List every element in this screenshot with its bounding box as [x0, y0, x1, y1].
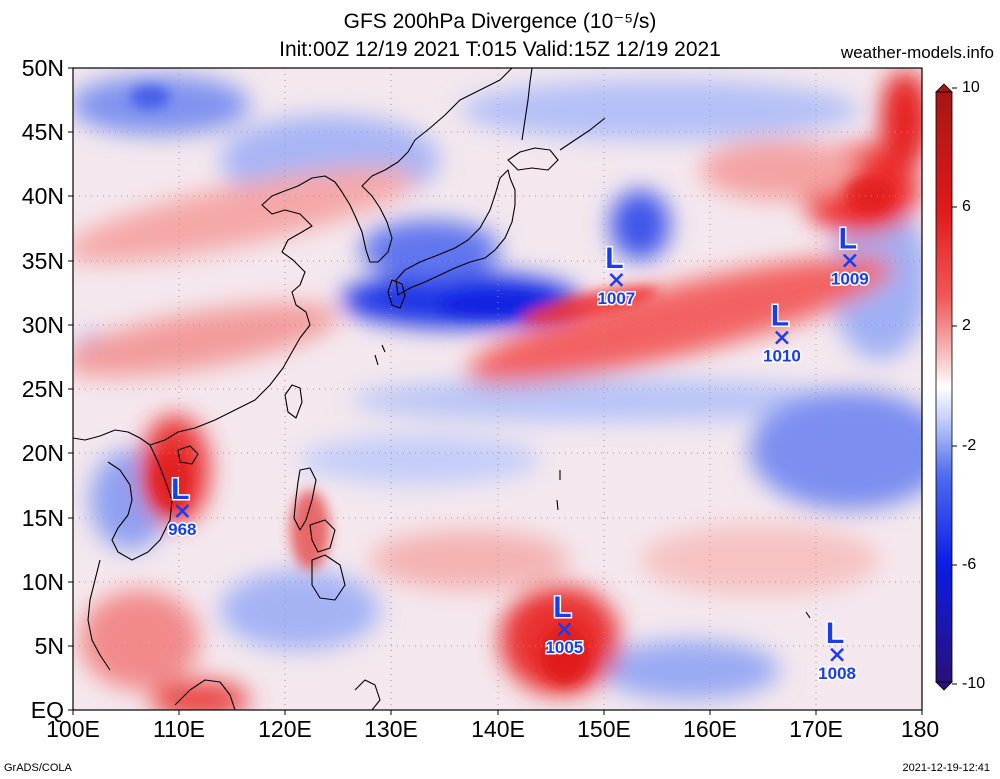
- low-letter: L: [171, 473, 189, 506]
- low-pressure-value: 1005: [545, 638, 583, 657]
- lat-label-20n: 20N: [21, 440, 64, 466]
- map-subtitle: Init:00Z 12/19 2021 T:015 Valid:15Z 12/1…: [279, 38, 721, 61]
- low-marker: L 968: [167, 471, 198, 540]
- low-center-mark: [175, 504, 190, 518]
- colorbar-label-10: 10: [962, 79, 980, 96]
- colorbar-label-6: 6: [962, 198, 971, 215]
- low-markers: L 968 L 1007 L 1010 L 1009 L 1005 L 1008: [167, 221, 871, 684]
- footer-credit: GrADS/COLA: [4, 762, 72, 774]
- axis-ticks: [68, 67, 923, 715]
- low-center-mark: [842, 253, 857, 268]
- low-pressure-value: 1008: [818, 664, 856, 683]
- lat-label-5n: 5N: [34, 633, 64, 659]
- low-marker: L 1008: [817, 615, 858, 684]
- lat-label-50n: 50N: [21, 55, 64, 81]
- low-marker: L 1005: [544, 590, 585, 659]
- colorbar-label-minus-2: -2: [962, 437, 977, 454]
- lon-label-150e: 150E: [577, 716, 631, 742]
- low-letter: L: [553, 591, 571, 624]
- low-center-mark: [830, 647, 844, 662]
- lon-label-130e: 130E: [364, 716, 418, 742]
- lat-label-25n: 25N: [21, 376, 64, 402]
- lon-label-120e: 120E: [258, 716, 312, 742]
- low-pressure-value: 1009: [831, 270, 869, 289]
- colorbar-label-2: 2: [962, 317, 971, 334]
- divergence-detail: [130, 85, 895, 685]
- lon-label-160e: 160E: [683, 716, 737, 742]
- low-pressure-value: 1010: [763, 347, 801, 366]
- low-letter: L: [839, 223, 857, 256]
- low-marker: L 1009: [829, 221, 870, 290]
- site-name: weather-models.info: [840, 43, 994, 62]
- low-center-mark: [557, 622, 572, 636]
- low-pressure-value: 1007: [597, 289, 635, 308]
- colorbar: [935, 83, 957, 691]
- lat-label-45n: 45N: [21, 119, 64, 145]
- lat-label-35n: 35N: [21, 248, 64, 274]
- low-pressure-value: 968: [168, 520, 196, 539]
- lat-label-30n: 30N: [21, 312, 64, 338]
- colorbar-label-minus-6: -6: [962, 556, 977, 573]
- lon-label-180: 180: [900, 716, 940, 742]
- coastlines: [73, 68, 811, 710]
- lon-label-110e: 110E: [152, 716, 206, 742]
- lon-label-170e: 170E: [789, 716, 843, 742]
- low-letter: L: [771, 300, 789, 333]
- lat-label-40n: 40N: [21, 183, 64, 209]
- low-center-mark: [609, 272, 624, 287]
- low-letter: L: [826, 617, 844, 650]
- lat-label-10n: 10N: [21, 569, 64, 595]
- low-center-mark: [775, 330, 789, 345]
- lon-label-140e: 140E: [471, 716, 525, 742]
- low-marker: L 1010: [762, 298, 803, 367]
- lat-label-15n: 15N: [21, 505, 64, 531]
- lat-label-eq: EQ: [30, 697, 64, 723]
- low-letter: L: [605, 242, 623, 275]
- map-title: GFS 200hPa Divergence (10⁻⁵/s): [343, 10, 657, 33]
- lon-label-100e: 100E: [46, 716, 100, 742]
- footer-timestamp: 2021-12-19-12:41: [902, 762, 990, 774]
- colorbar-label-minus-10: -10: [962, 675, 986, 692]
- low-marker: L 1007: [596, 240, 637, 309]
